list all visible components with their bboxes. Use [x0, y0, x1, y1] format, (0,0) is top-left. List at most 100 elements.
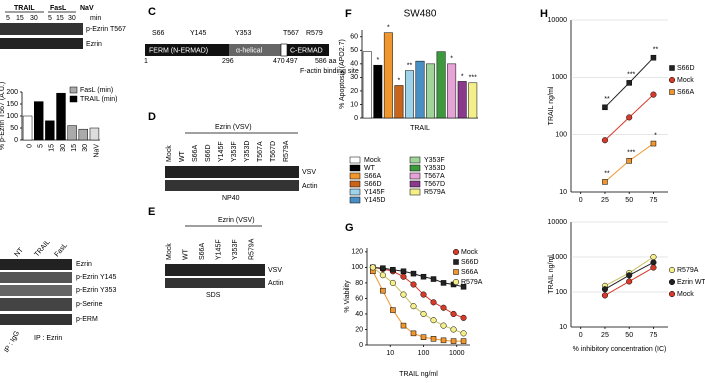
point	[650, 54, 657, 61]
significance: **	[407, 62, 413, 69]
legend-swatch	[409, 156, 421, 164]
legend-label: S66A	[364, 173, 381, 180]
position: 1	[144, 58, 148, 65]
legend-label: S66D	[461, 259, 479, 266]
y-tick-label: 10000	[548, 219, 568, 226]
position: 470	[273, 58, 285, 65]
legend-label: R579A	[424, 189, 446, 196]
x-tick-label: 0	[579, 197, 583, 204]
lane: NT	[14, 246, 26, 258]
point	[626, 80, 632, 86]
significance: ***	[627, 150, 635, 157]
point	[460, 338, 467, 344]
blot-label: VSV	[302, 169, 316, 176]
bar	[56, 92, 66, 141]
x-tick-label: 30	[60, 144, 67, 152]
point	[460, 330, 467, 337]
time: 30	[30, 15, 38, 22]
y-tick-label: 10	[350, 101, 358, 108]
x-tick-label: 25	[601, 197, 609, 204]
series-line	[372, 267, 464, 334]
lane: Mock	[166, 243, 173, 260]
y-axis-label: TRAIL ng/ml	[548, 255, 555, 294]
site: S66	[152, 30, 165, 37]
treatment: FasL	[50, 5, 67, 12]
y-tick-label: 20	[350, 88, 358, 95]
domain-label: C-ERMAD	[290, 47, 323, 54]
point	[430, 299, 437, 306]
point	[650, 253, 657, 261]
x-tick-label: 15	[71, 144, 78, 152]
point	[420, 334, 427, 340]
blot-label: VSV	[268, 267, 282, 274]
x-tick-label: 15	[49, 144, 56, 152]
x-tick-label: 30	[82, 144, 89, 152]
point	[626, 272, 633, 279]
legend-label: R579A	[677, 267, 699, 274]
domain	[280, 43, 288, 57]
time-unit: min	[90, 15, 101, 22]
point	[440, 304, 447, 311]
point	[460, 284, 467, 290]
bar	[457, 81, 467, 119]
point	[601, 292, 609, 299]
point	[440, 337, 447, 344]
legend-swatch	[349, 196, 361, 204]
legend-label: Y353F	[424, 157, 445, 164]
bar	[404, 70, 414, 119]
lane: S66D	[205, 144, 212, 162]
y-tick-label: 10	[559, 324, 567, 331]
legend-swatch	[349, 172, 361, 180]
blot	[0, 259, 72, 270]
point	[450, 326, 457, 333]
y-tick-label: 100	[6, 113, 18, 120]
point	[410, 303, 417, 310]
site: Y145	[190, 30, 206, 37]
lane: T567A	[257, 141, 264, 162]
note: F-actin binding site	[300, 68, 359, 75]
point	[450, 338, 457, 344]
lane: FasL	[54, 242, 69, 259]
point	[410, 270, 417, 277]
lane: Y353D	[244, 141, 251, 162]
point	[452, 278, 460, 286]
y-tick-label: 0	[14, 137, 18, 144]
significance: ***	[627, 72, 635, 79]
point	[410, 330, 417, 337]
blot-label: p-Ezrin Y353	[76, 287, 116, 294]
y-tick-label: 100	[555, 132, 567, 139]
legend-label: S66D	[364, 181, 382, 188]
point	[369, 264, 376, 271]
time: 15	[16, 15, 24, 22]
significance: *	[376, 57, 379, 64]
x-tick-label: 0	[579, 332, 583, 339]
point	[390, 307, 396, 313]
x-tick-label: 10	[386, 350, 394, 357]
y-tick-label: 40	[350, 61, 358, 68]
bar	[45, 120, 55, 141]
ip-label: IP : IgG	[3, 330, 21, 354]
legend-swatch	[349, 180, 361, 188]
bar	[67, 125, 77, 141]
significance: **	[604, 171, 610, 178]
point	[669, 89, 675, 95]
legend-label: Mock	[461, 249, 478, 256]
legend-label: S66D	[677, 65, 695, 72]
position: 497	[286, 58, 298, 65]
point	[626, 158, 632, 164]
legend-swatch	[349, 188, 361, 196]
y-tick-label: 120	[351, 249, 363, 256]
legend-label: T567D	[424, 181, 445, 188]
y-axis-label: % p-Ezrin T567 (A.U.)	[0, 82, 6, 150]
point	[626, 114, 633, 121]
significance: ***	[469, 75, 477, 82]
lane: WT	[182, 248, 189, 260]
point	[420, 310, 427, 318]
blot-label: p-Ezrin T567	[86, 26, 126, 33]
bar	[468, 82, 478, 119]
site: R579	[306, 30, 323, 37]
significance: **	[653, 47, 659, 54]
legend-swatch	[409, 188, 421, 196]
domain-label: FERM (N-ERMAD)	[149, 47, 208, 54]
panel-letter: G	[345, 222, 354, 234]
